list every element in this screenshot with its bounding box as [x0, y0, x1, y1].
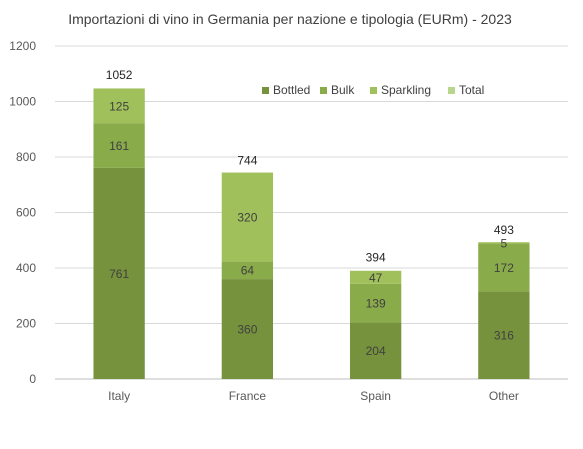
y-tick-label: 1200 [9, 39, 36, 53]
legend-swatch-bulk [320, 87, 327, 94]
total-label-france: 744 [237, 154, 257, 168]
bar-france-bulk [221, 261, 274, 280]
data-label-spain-bottled: 204 [366, 344, 386, 358]
x-axis-tick-labels: Italy France Spain Other [108, 389, 519, 403]
data-label-spain-bulk: 139 [366, 297, 386, 311]
data-label-france-bulk: 64 [241, 264, 255, 278]
bar-other-sparkling [478, 242, 530, 244]
data-label-other-bottled: 316 [494, 329, 514, 343]
x-tick-label-france: France [229, 389, 267, 403]
bar-france-sparkling [221, 172, 274, 262]
bars [93, 88, 530, 379]
bar-spain-sparkling [349, 270, 402, 284]
x-tick-label-other: Other [489, 389, 519, 403]
x-tick-label-spain: Spain [360, 389, 391, 403]
bar-spain-bottled [349, 322, 402, 379]
bar-italy-bottled [93, 167, 145, 379]
bar-other-bottled [478, 291, 530, 379]
x-tick-label-italy: Italy [108, 389, 130, 403]
legend-label-sparkling: Sparkling [381, 83, 431, 97]
y-tick-label: 1000 [9, 95, 36, 109]
data-label-other-sparkling: 5 [501, 236, 508, 250]
data-label-italy-sparkling: 125 [109, 99, 129, 113]
chart-title: Importazioni di vino in Germania per naz… [68, 11, 512, 27]
legend-swatch-sparkling [370, 87, 377, 94]
legend-label-bottled: Bottled [273, 83, 310, 97]
data-label-france-sparkling: 320 [237, 210, 257, 224]
bar-other-bulk [478, 243, 530, 292]
y-tick-label: 200 [16, 317, 36, 331]
y-tick-label: 0 [29, 372, 36, 386]
legend: Bottled Bulk Sparkling Total [262, 83, 484, 97]
data-label-italy-bottled: 761 [109, 267, 129, 281]
y-tick-label: 400 [16, 261, 36, 275]
bar-spain-bulk [349, 283, 402, 323]
legend-label-bulk: Bulk [331, 83, 355, 97]
y-axis-tick-labels: 0 200 400 600 800 1000 1200 [9, 39, 36, 386]
bar-france-bottled [221, 279, 274, 379]
bar-italy-bulk [93, 123, 145, 168]
total-label-italy: 1052 [106, 68, 133, 82]
legend-swatch-bottled [262, 87, 269, 94]
data-label-other-bulk: 172 [494, 261, 514, 275]
total-label-spain: 394 [366, 251, 386, 265]
data-label-spain-sparkling: 47 [369, 271, 383, 285]
total-label-other: 493 [494, 223, 514, 237]
y-tick-label: 600 [16, 206, 36, 220]
y-tick-label: 800 [16, 150, 36, 164]
data-label-france-bottled: 360 [237, 323, 257, 337]
legend-label-total: Total [459, 83, 484, 97]
legend-swatch-total [448, 87, 455, 94]
bar-italy-sparkling [93, 88, 145, 124]
data-label-italy-bulk: 161 [109, 139, 129, 153]
data-labels: 761 161 125 1052 360 64 320 744 204 139 47 394 316 17… [106, 68, 514, 358]
